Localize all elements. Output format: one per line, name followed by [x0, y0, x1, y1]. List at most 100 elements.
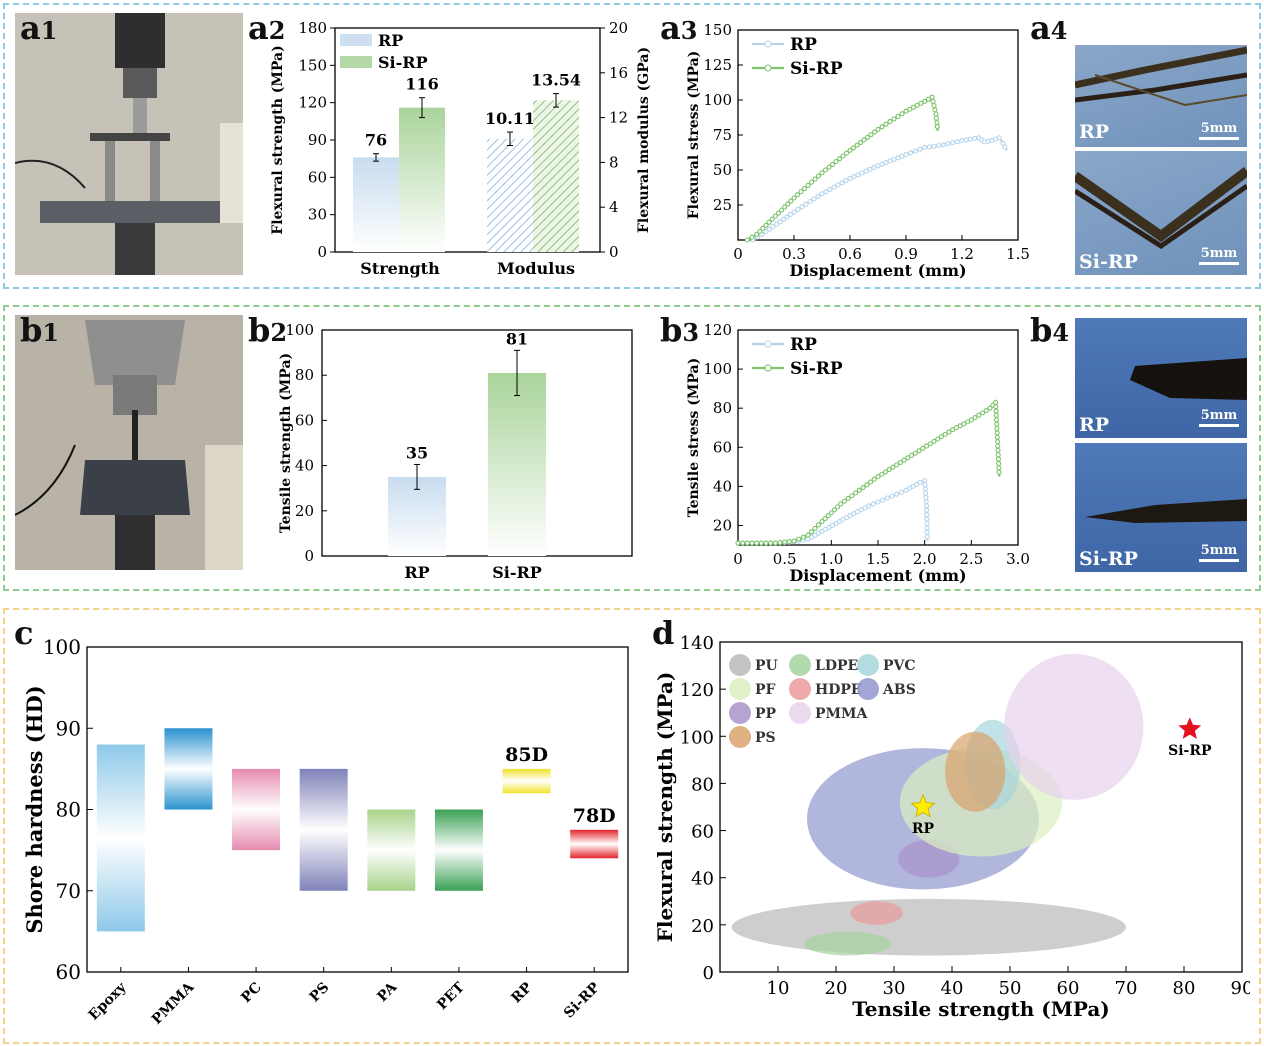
x-category-label: PA: [374, 979, 401, 1006]
series-point-RP: [835, 182, 841, 188]
series-point-RP: [996, 135, 1002, 141]
photo-a4-sirp: Si-RP 5mm: [1075, 151, 1247, 275]
series-point-Si-RP: [927, 441, 933, 447]
series-point-Si-RP: [849, 493, 855, 499]
legend-label: PU: [755, 658, 778, 674]
y-tick-label: 20: [295, 502, 314, 520]
range-bar-RP: [502, 768, 551, 794]
range-bar-Si-RP: [570, 829, 619, 859]
series-point-Si-RP: [994, 434, 1000, 440]
panel-number: 4: [1052, 318, 1070, 347]
legend-label: RP: [378, 31, 403, 50]
series-point-Si-RP: [812, 176, 818, 182]
series-point-Si-RP: [987, 405, 993, 411]
series-point-Si-RP: [901, 457, 907, 463]
series-point-Si-RP: [791, 538, 797, 544]
series-point-RP: [924, 525, 930, 531]
x-category-label: Si-RP: [492, 563, 542, 582]
y-tick-label-left: 60: [308, 168, 327, 186]
series-point-Si-RP: [785, 201, 791, 207]
panel-letter: a: [1030, 9, 1051, 47]
series-point-RP: [912, 148, 918, 154]
series-point-RP: [917, 146, 923, 152]
region-PU: [731, 898, 1126, 956]
scale-line: [1199, 262, 1239, 265]
series-point-Si-RP: [920, 445, 926, 451]
y-tick-label: 0: [703, 963, 714, 984]
series-point-Si-RP: [805, 182, 811, 188]
series-point-Si-RP: [808, 179, 815, 185]
panel-label-b4: b4: [1030, 311, 1069, 349]
series-point-Si-RP: [833, 159, 839, 165]
series-point-Si-RP: [995, 452, 1001, 458]
scale-bar: 5mm: [1199, 246, 1239, 265]
series-point-RP: [903, 152, 909, 158]
series-point-RP: [777, 219, 783, 225]
chart-c-shore-hardness: 60 70 80 90 100 Shore hardness (HD) Epoxy PMMA P…: [22, 635, 629, 1028]
series-point-Si-RP: [815, 522, 822, 528]
series-point-RP: [870, 501, 876, 507]
series-point-Si-RP: [754, 540, 760, 546]
series-point-RP: [851, 174, 857, 180]
chart-b2-tensile-bars: 0 20 40 60 80 100 Tensile strength (MPa) 35 RP 81…: [278, 321, 633, 582]
series-point-RP: [843, 178, 849, 184]
series-point-Si-RP: [894, 462, 900, 468]
x-category-label: Modulus: [497, 259, 575, 278]
x-tick-label: 0: [733, 245, 743, 263]
photo-tensile-test-setup: [15, 315, 243, 570]
series-point-Si-RP: [829, 161, 836, 167]
chart-a3-flexural-curves: 0 0.3 0.6 0.9 1.2 1.5 25 50 75 100 125 150 Displacem…: [686, 21, 1030, 280]
series-point-Si-RP: [757, 228, 763, 234]
frame-a: [3, 3, 1261, 289]
marker-RP: [910, 793, 936, 818]
range-bar-PMMA: [164, 728, 213, 810]
series-point-Si-RP: [868, 132, 874, 138]
legend-marker-sirp: [764, 64, 772, 72]
range-bar-PET: [434, 809, 483, 891]
y-tick-label: 100: [285, 321, 314, 339]
legend-label: PMMA: [815, 706, 869, 722]
legend-label: Si-RP: [790, 359, 843, 379]
panel-letter: b: [660, 311, 683, 349]
bar-modulus-RP: [487, 138, 533, 252]
panel-number: 3: [682, 318, 700, 347]
series-point-Si-RP: [867, 479, 874, 485]
series-point-RP: [936, 142, 942, 149]
y-tick-label-right: 4: [609, 198, 619, 216]
series-point-Si-RP: [930, 98, 936, 104]
series-point-RP: [784, 214, 790, 220]
x-tick-label: 2.5: [959, 550, 983, 568]
series-point-Si-RP: [910, 104, 917, 110]
series-point-RP: [823, 189, 829, 195]
x-tick-label: 10: [767, 978, 790, 999]
scale-bar: 5mm: [1199, 121, 1239, 140]
series-point-Si-RP: [995, 443, 1001, 449]
photo-a4-rp: RP 5mm: [1075, 45, 1247, 147]
scale-text: 5mm: [1200, 408, 1238, 423]
series-point-Si-RP: [946, 429, 952, 435]
x-tick-label: 50: [999, 978, 1022, 999]
x-category-label: Si-RP: [561, 979, 603, 1021]
legend-marker-rp: [764, 340, 772, 348]
panel-label-d: d: [652, 614, 674, 652]
series-point-Si-RP: [933, 111, 939, 117]
series-point-Si-RP: [929, 94, 935, 100]
series-line-RP: [752, 136, 1008, 241]
y-axis-label: Flexural strength (MPa): [653, 672, 677, 943]
series-point-Si-RP: [796, 536, 802, 542]
y-tick-label: 70: [56, 879, 81, 903]
series-point-RP: [924, 529, 930, 535]
series-point-Si-RP: [993, 412, 999, 418]
series-point-RP: [811, 196, 817, 202]
data-label: 116: [405, 75, 438, 94]
series-point-Si-RP: [861, 137, 867, 143]
series-point-Si-RP: [934, 124, 940, 130]
flexural-rig-illustration: [15, 13, 243, 275]
series-point-Si-RP: [843, 150, 850, 156]
series-point-Si-RP: [879, 124, 885, 130]
panel-number: 2: [268, 16, 286, 45]
series-point-RP: [908, 150, 914, 156]
y-tick-label: 100: [43, 635, 81, 659]
data-label: 35: [406, 443, 428, 462]
y-tick-label: 100: [703, 91, 732, 109]
